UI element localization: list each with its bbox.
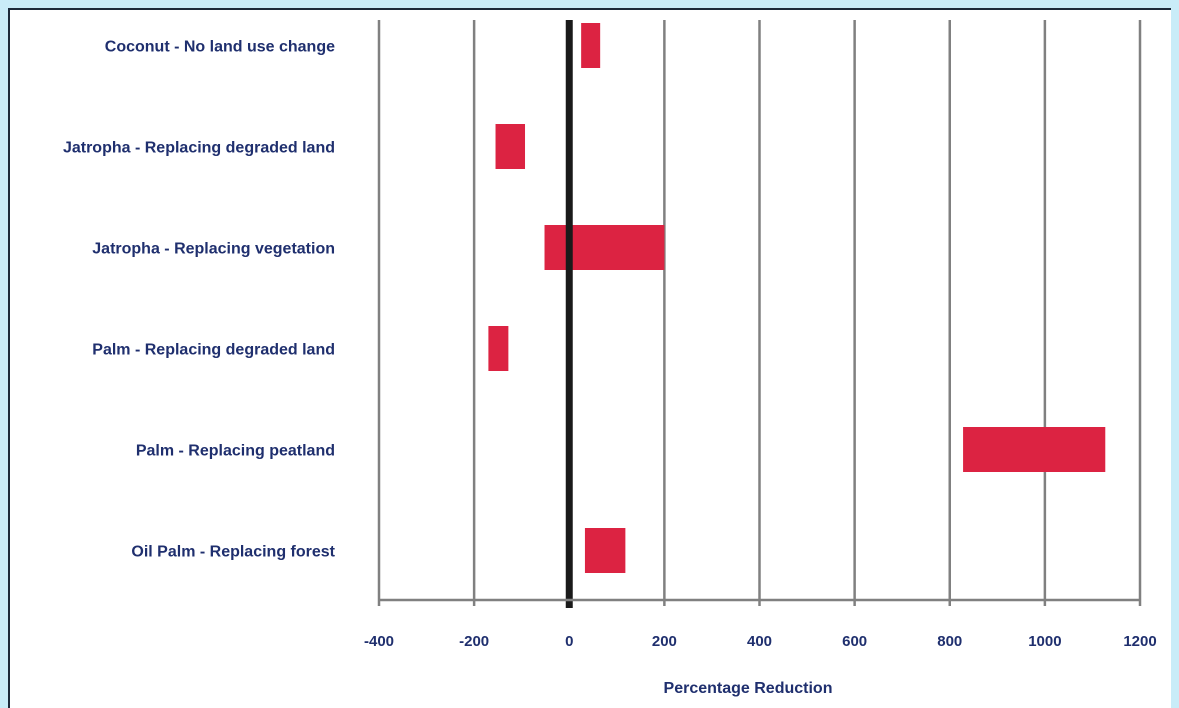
bars [488,23,1106,573]
x-axis-label: Percentage Reduction [664,680,833,697]
category-label: Jatropha - Replacing vegetation [92,241,335,258]
range-bar [544,225,665,270]
x-tick-label: -200 [459,633,489,650]
range-bar [584,528,626,573]
x-tick-label: 600 [842,633,867,650]
range-bar [963,427,1106,472]
range-bar [581,23,601,68]
x-tick-label: 1200 [1123,633,1156,650]
x-tick-label: 800 [937,633,962,650]
x-tick-label: 200 [652,633,677,650]
range-bar [495,124,526,169]
x-tick-label: -400 [364,633,394,650]
x-tick-label: 1000 [1028,633,1061,650]
category-labels: Coconut - No land use change Jatropha - R… [63,39,336,561]
category-label: Jatropha - Replacing degraded land [63,140,335,157]
gridlines [377,20,1142,606]
range-bar [488,326,509,371]
category-label: Palm - Replacing degraded land [92,342,335,359]
x-tick-label: 0 [565,633,573,650]
category-label: Palm - Replacing peatland [136,443,335,460]
category-label: Oil Palm - Replacing forest [131,544,335,561]
category-label: Coconut - No land use change [105,39,335,56]
x-axis: -400 -200 0 200 400 600 800 1000 1200 [364,598,1157,650]
chart-frame [8,8,1171,708]
x-tick-label: 400 [747,633,772,650]
